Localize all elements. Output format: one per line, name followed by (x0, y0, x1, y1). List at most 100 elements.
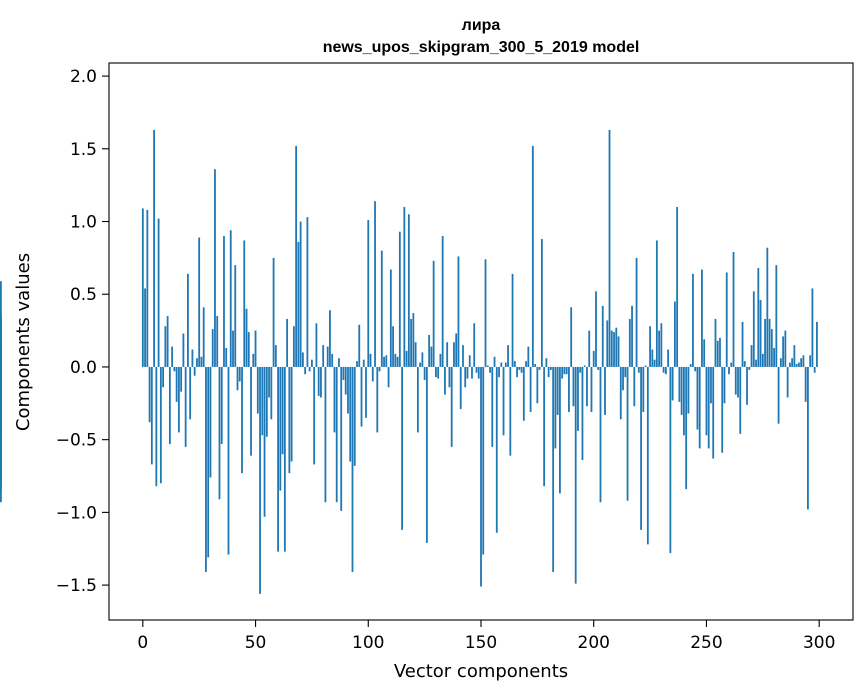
bar (800, 358, 803, 367)
bar (498, 366, 500, 378)
bar (414, 342, 417, 367)
bar (0, 366, 2, 370)
x-tick-label: 50 (245, 633, 267, 653)
bar (270, 366, 273, 420)
bar (299, 221, 302, 367)
bar (331, 353, 334, 367)
bar (338, 358, 340, 367)
bar (234, 265, 237, 367)
bar (281, 366, 284, 455)
bar (468, 355, 471, 367)
bar (477, 366, 480, 379)
bar (308, 366, 311, 372)
bar (0, 366, 2, 434)
bar (150, 366, 153, 465)
bar (572, 366, 575, 407)
bar (423, 366, 426, 381)
bar (0, 365, 2, 367)
bar (261, 366, 264, 436)
bar (683, 366, 685, 436)
bar (527, 346, 530, 367)
bar (407, 214, 410, 367)
bar (209, 366, 212, 478)
bar (157, 218, 160, 367)
bar (311, 359, 313, 367)
bar (173, 366, 176, 372)
y-tick-label: 2.0 (70, 67, 97, 87)
bar (791, 358, 794, 367)
chart-subtitle: news_upos_skipgram_300_5_2019 model (323, 39, 640, 56)
bar (520, 366, 523, 373)
bar (581, 366, 584, 461)
bar (504, 362, 507, 367)
bar (725, 272, 728, 367)
x-axis-label: Vector components (394, 661, 568, 682)
bar (577, 366, 579, 431)
bar (637, 366, 640, 373)
bar (739, 366, 742, 434)
bar (410, 318, 413, 367)
bar (428, 334, 431, 367)
bar (263, 366, 266, 517)
bar (412, 313, 415, 367)
y-tick-label: 0.5 (70, 285, 97, 305)
bar (694, 366, 697, 372)
bar (651, 349, 654, 367)
bar (628, 318, 631, 367)
bar (590, 366, 593, 413)
bar (619, 366, 622, 420)
bar (146, 209, 149, 367)
bar (241, 366, 243, 474)
bar (604, 366, 606, 415)
bar (322, 345, 325, 367)
bar (0, 314, 2, 367)
x-tick-label: 0 (137, 633, 148, 653)
bar (432, 260, 435, 367)
bar (320, 366, 322, 398)
bar (187, 273, 189, 367)
bar (247, 332, 250, 367)
bar (211, 329, 214, 367)
bar (288, 366, 291, 474)
bar (795, 364, 798, 367)
bar (435, 366, 437, 378)
bar (673, 301, 676, 367)
bar (809, 355, 812, 367)
bar (734, 366, 737, 395)
bar (540, 238, 543, 367)
bar (315, 323, 318, 367)
bar (710, 366, 712, 404)
bar (534, 364, 537, 367)
bar (484, 259, 487, 367)
bar (757, 268, 760, 367)
x-axis-ticks: 0 50 100 150 200 250 300 (137, 620, 835, 653)
bar (153, 129, 155, 367)
plot-frame (108, 62, 854, 621)
bar (304, 366, 307, 375)
bar (286, 318, 289, 367)
bar (180, 366, 183, 392)
bar (755, 359, 757, 367)
bar (680, 366, 683, 415)
bar (721, 366, 724, 453)
bar (782, 336, 785, 367)
bar (353, 366, 356, 466)
y-tick-label: 0.0 (70, 358, 97, 378)
bar (272, 257, 275, 367)
bar (574, 366, 577, 584)
bar (773, 348, 775, 367)
bar (615, 327, 618, 367)
bar (475, 366, 478, 373)
bar (220, 366, 223, 445)
bar (703, 339, 706, 367)
bar (797, 362, 800, 367)
bar (171, 346, 174, 367)
bar (356, 361, 358, 367)
bar (387, 366, 390, 388)
bar (236, 366, 239, 391)
bar (707, 366, 710, 449)
bar (640, 366, 642, 530)
bar (626, 366, 629, 501)
bar (536, 366, 539, 404)
bar (635, 257, 638, 367)
